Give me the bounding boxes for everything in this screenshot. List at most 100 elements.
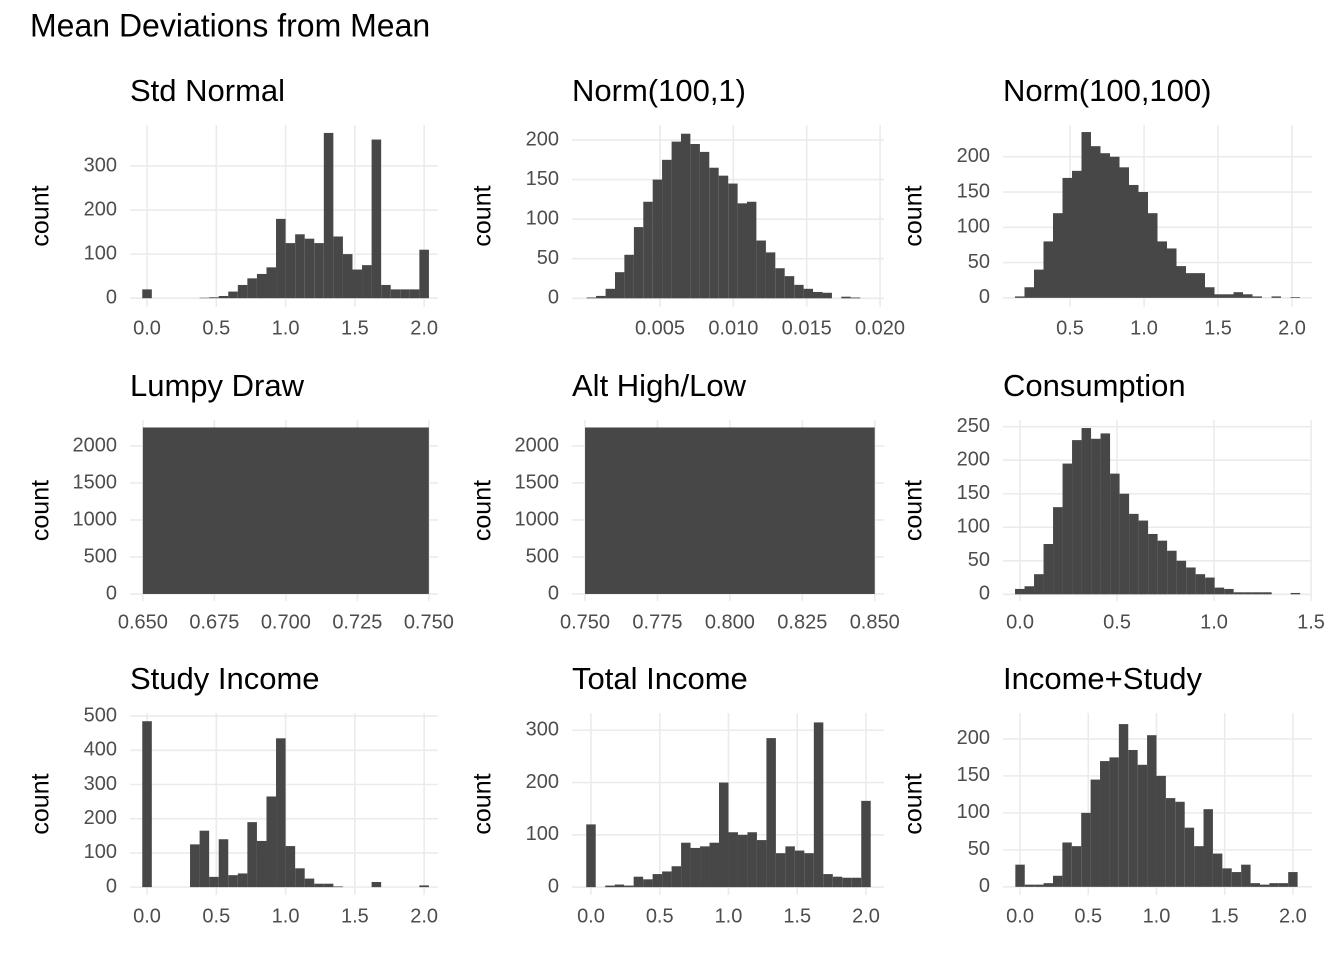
y-tick-label: 0	[548, 875, 559, 897]
bar	[295, 234, 305, 299]
bar	[266, 267, 277, 299]
y-axis-label: count	[900, 480, 928, 541]
bar	[1043, 544, 1054, 595]
bar	[1167, 248, 1177, 298]
bar	[1138, 520, 1149, 595]
bar	[1252, 592, 1263, 595]
x-tick-label: 0.5	[646, 905, 674, 927]
bar	[1243, 592, 1253, 595]
bar	[699, 151, 710, 299]
bar	[1278, 883, 1289, 887]
bar	[333, 886, 343, 888]
bar	[209, 876, 219, 888]
y-tick-label: 2000	[515, 434, 560, 456]
panel-title: Std Normal	[130, 73, 285, 108]
bar	[142, 721, 152, 888]
bar	[804, 853, 814, 888]
x-tick-label: 0.775	[632, 611, 682, 633]
bar	[1110, 473, 1120, 595]
y-tick-label: 0	[106, 582, 117, 604]
bar	[419, 885, 429, 888]
bar	[419, 249, 429, 299]
bar	[1033, 269, 1044, 298]
bar	[671, 141, 681, 299]
bar	[652, 874, 663, 888]
bar	[1043, 241, 1053, 298]
y-tick-label: 150	[957, 482, 990, 504]
x-tick-label: 0.0	[1006, 905, 1034, 927]
bar	[247, 822, 257, 888]
bar	[1129, 513, 1139, 595]
x-tick-label: 2.0	[410, 905, 438, 927]
bar	[842, 877, 852, 888]
x-tick-label: 0.0	[133, 905, 161, 927]
y-tick-label: 1500	[515, 471, 560, 493]
bar	[585, 427, 875, 594]
bar	[323, 883, 334, 888]
x-tick-label: 1.5	[1204, 317, 1232, 339]
bar	[794, 850, 805, 888]
bar	[314, 883, 324, 888]
bar	[1157, 241, 1168, 298]
bar	[256, 273, 267, 299]
bar	[586, 824, 596, 888]
bar	[850, 297, 861, 299]
bar	[794, 284, 804, 299]
bar	[813, 722, 824, 888]
y-tick-label: 200	[84, 198, 117, 220]
bar	[323, 132, 334, 299]
bar	[285, 846, 296, 888]
bar	[1091, 438, 1101, 595]
y-tick-label: 50	[537, 247, 559, 269]
bar	[690, 847, 701, 888]
x-tick-label: 1.0	[272, 317, 300, 339]
bar	[1119, 493, 1130, 595]
y-tick-label: 250	[957, 415, 990, 437]
bar	[1081, 428, 1092, 595]
y-axis-label: count	[27, 773, 55, 834]
y-axis-label: count	[900, 185, 928, 246]
bar	[803, 288, 814, 299]
bar	[785, 846, 795, 888]
bar	[1024, 586, 1035, 595]
bar	[662, 159, 672, 299]
bar	[304, 878, 315, 888]
bar	[390, 289, 401, 299]
bar	[784, 276, 795, 299]
y-tick-label: 1000	[515, 508, 560, 530]
bar	[371, 139, 382, 299]
y-tick-label: 0	[548, 287, 559, 309]
bar	[1138, 192, 1148, 298]
bar	[624, 885, 634, 888]
bar	[1090, 779, 1101, 887]
bar	[728, 832, 738, 888]
bar	[861, 800, 871, 888]
bar	[756, 840, 767, 888]
bar	[1024, 884, 1035, 887]
bar	[1241, 864, 1251, 887]
bar	[1081, 812, 1091, 887]
y-axis-label: count	[27, 185, 55, 246]
panel-title: Lumpy Draw	[130, 368, 305, 403]
x-tick-label: 0.750	[404, 611, 454, 633]
y-tick-label: 150	[957, 764, 990, 786]
bar	[718, 175, 729, 299]
y-tick-label: 200	[957, 145, 990, 167]
bar	[1109, 757, 1119, 887]
y-tick-label: 1000	[73, 508, 118, 530]
x-tick-label: 0.825	[777, 611, 827, 633]
bar	[1128, 184, 1139, 298]
bar	[1024, 287, 1034, 298]
x-tick-label: 1.0	[715, 905, 743, 927]
bar	[671, 866, 682, 888]
y-tick-label: 50	[968, 549, 990, 571]
bar	[1165, 798, 1176, 887]
bar	[614, 272, 625, 299]
bar	[371, 882, 382, 888]
bar	[614, 884, 625, 888]
bar	[765, 252, 776, 299]
x-tick-label: 0.005	[635, 317, 685, 339]
bar	[209, 297, 219, 299]
bar	[1243, 294, 1253, 298]
y-tick-label: 200	[957, 449, 990, 471]
